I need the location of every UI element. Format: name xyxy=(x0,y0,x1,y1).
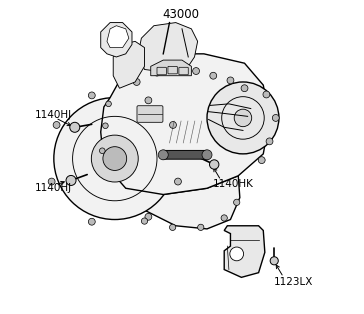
Circle shape xyxy=(234,109,252,127)
Circle shape xyxy=(174,178,181,185)
Polygon shape xyxy=(224,226,265,277)
Polygon shape xyxy=(101,54,269,194)
Circle shape xyxy=(266,138,273,145)
Circle shape xyxy=(48,178,55,185)
Circle shape xyxy=(88,92,95,99)
Circle shape xyxy=(207,82,279,154)
Circle shape xyxy=(210,72,217,79)
FancyBboxPatch shape xyxy=(179,67,188,75)
Circle shape xyxy=(103,123,108,128)
Circle shape xyxy=(170,224,176,230)
FancyBboxPatch shape xyxy=(157,67,166,75)
Circle shape xyxy=(172,68,179,74)
Circle shape xyxy=(241,85,248,92)
Circle shape xyxy=(106,101,111,107)
Circle shape xyxy=(210,160,219,169)
Circle shape xyxy=(91,135,138,182)
Text: 1140HK: 1140HK xyxy=(213,179,254,189)
Circle shape xyxy=(141,218,148,224)
Polygon shape xyxy=(115,159,240,229)
Circle shape xyxy=(158,150,168,160)
Circle shape xyxy=(154,69,161,76)
Circle shape xyxy=(202,150,212,160)
Circle shape xyxy=(66,176,76,186)
Polygon shape xyxy=(138,23,198,73)
FancyBboxPatch shape xyxy=(162,150,208,159)
FancyBboxPatch shape xyxy=(168,66,177,74)
Circle shape xyxy=(54,98,176,219)
Polygon shape xyxy=(151,60,191,76)
Circle shape xyxy=(145,213,152,220)
Text: 1140HJ: 1140HJ xyxy=(35,110,72,120)
Circle shape xyxy=(70,122,80,132)
Circle shape xyxy=(234,199,240,205)
Polygon shape xyxy=(113,41,145,88)
Circle shape xyxy=(221,215,228,221)
Circle shape xyxy=(88,218,95,225)
Text: 1123LX: 1123LX xyxy=(274,277,314,287)
Circle shape xyxy=(170,122,177,128)
Circle shape xyxy=(99,148,105,154)
Circle shape xyxy=(193,68,199,74)
Text: 43000: 43000 xyxy=(162,8,199,21)
Polygon shape xyxy=(107,26,129,48)
Circle shape xyxy=(103,147,127,171)
Circle shape xyxy=(263,91,270,98)
Circle shape xyxy=(53,122,60,128)
Circle shape xyxy=(198,224,204,230)
Circle shape xyxy=(133,78,140,85)
Circle shape xyxy=(227,77,234,84)
Circle shape xyxy=(258,157,265,164)
Polygon shape xyxy=(101,23,132,57)
FancyBboxPatch shape xyxy=(137,106,163,122)
Circle shape xyxy=(272,115,279,122)
Circle shape xyxy=(230,247,244,261)
Circle shape xyxy=(145,97,152,104)
Text: 1140HJ: 1140HJ xyxy=(35,183,72,193)
Circle shape xyxy=(270,257,278,265)
